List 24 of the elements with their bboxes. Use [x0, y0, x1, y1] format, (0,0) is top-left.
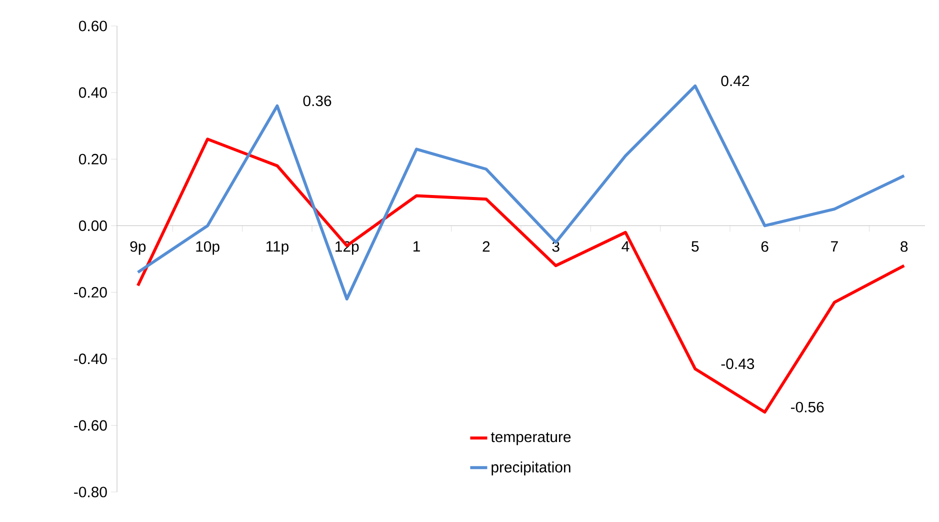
x-tick-label: 7 — [831, 241, 838, 252]
legend-label: temperature — [490, 432, 571, 446]
y-tick-label: -0.60 — [74, 420, 107, 431]
x-tick-label: 4 — [622, 241, 630, 252]
x-tick-label: 6 — [761, 241, 768, 252]
x-tick-label: 9p — [130, 241, 146, 255]
y-tick-label: 0.60 — [78, 20, 107, 32]
x-tick-label: 2 — [482, 241, 490, 252]
x-tick-label: 11p — [266, 241, 288, 255]
data-label: 0.36 — [303, 96, 332, 106]
y-tick-label: -0.80 — [74, 486, 107, 498]
y-tick-label: 0.20 — [78, 154, 107, 164]
y-tick-label: 0.40 — [78, 87, 107, 98]
x-tick-label: 10p — [196, 241, 220, 255]
legend-label: precipitation — [492, 462, 570, 476]
x-tick-label: 1 — [414, 241, 420, 252]
y-tick-label: -0.20 — [74, 286, 107, 298]
y-tick-label: -0.40 — [74, 354, 107, 364]
x-tick-label: 8 — [900, 241, 908, 252]
data-label: -0.56 — [790, 402, 824, 412]
data-label: -0.43 — [721, 358, 754, 370]
x-tick-label: 5 — [692, 241, 699, 252]
y-tick-label: 0.00 — [78, 220, 107, 231]
data-label: 0.42 — [721, 76, 749, 86]
